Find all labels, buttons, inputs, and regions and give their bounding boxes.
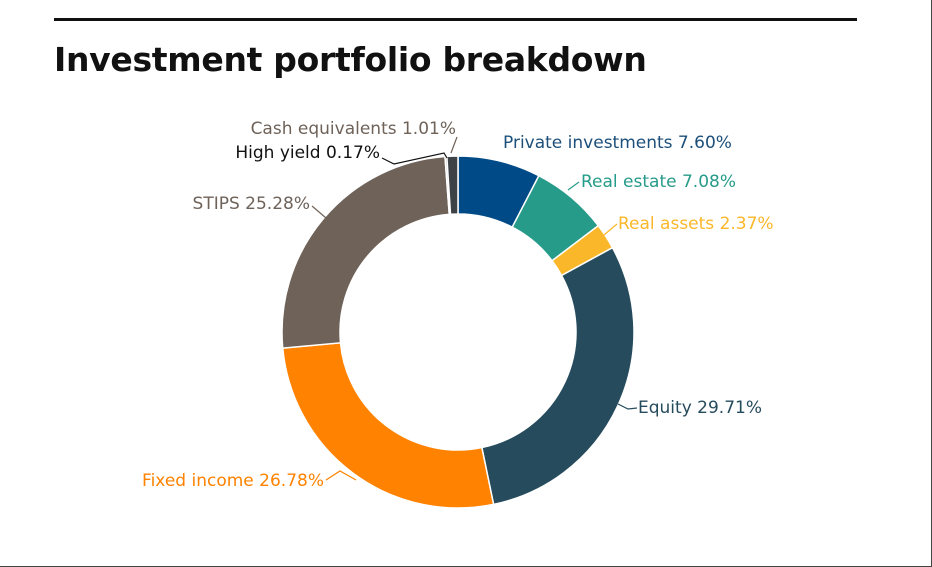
chart-title: Investment portfolio breakdown (54, 40, 647, 79)
top-rule (54, 18, 857, 21)
leader-line-high-yield (381, 152, 448, 165)
slice-stips (281, 155, 451, 349)
leader-line-equity (617, 403, 638, 410)
leader-line-stips (311, 205, 327, 219)
label-real-estate: Real estate 7.08% (581, 172, 736, 192)
leader-line-fixed-income (325, 470, 357, 481)
label-private-investments: Private investments 7.60% (503, 133, 732, 153)
label-real-assets: Real assets 2.37% (618, 214, 774, 234)
leader-line-cash-equivalents (450, 136, 458, 154)
label-cash-equivalents: Cash equivalents 1.01% (251, 119, 456, 139)
labels-group: Private investments 7.60% Real estate 7.0… (142, 119, 774, 491)
slice-equity (480, 246, 635, 506)
label-equity: Equity 29.71% (638, 398, 762, 418)
slice-cash-equivalents (446, 155, 459, 216)
slices-group (281, 155, 635, 509)
leader-lines-group (311, 136, 638, 481)
label-high-yield: High yield 0.17% (235, 143, 380, 163)
slice-fixed-income (281, 341, 495, 509)
label-fixed-income: Fixed income 26.78% (142, 471, 324, 491)
leader-line-real-estate (567, 181, 580, 191)
label-stips: STIPS 25.28% (193, 194, 310, 214)
leader-line-real-assets (603, 223, 618, 236)
